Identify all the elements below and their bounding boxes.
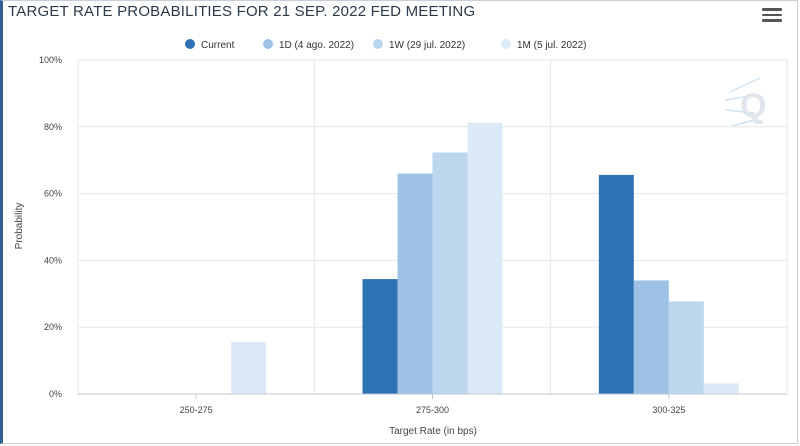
y-tick-label: 40% [44, 255, 62, 265]
bar-1w-275-300[interactable] [432, 152, 468, 394]
bar-1m-300-325[interactable] [703, 383, 739, 394]
legend-label[interactable]: Current [201, 40, 235, 51]
bar-1d-300-325[interactable] [633, 280, 669, 394]
y-axis: 0% 20% 40% 60% 80% 100% [39, 55, 62, 399]
x-tick-label: 250-275 [180, 405, 213, 415]
q-logo-icon: Q [724, 77, 766, 127]
y-tick-label: 20% [44, 322, 62, 332]
legend-marker[interactable] [373, 39, 383, 49]
legend-label[interactable]: 1D (4 ago. 2022) [279, 40, 354, 51]
legend-marker[interactable] [263, 39, 273, 49]
x-axis: 250-275 275-300 300-325 [78, 393, 787, 415]
bar-1m-275-300[interactable] [467, 122, 503, 395]
legend-label[interactable]: 1W (29 jul. 2022) [389, 40, 465, 51]
bar-1m-250-275[interactable] [231, 341, 267, 394]
y-tick-label: 0% [49, 389, 62, 399]
watermark-text: Q [740, 87, 766, 125]
y-tick-label: 60% [44, 189, 62, 199]
chart-title: TARGET RATE PROBABILITIES FOR 21 SEP. 20… [8, 3, 476, 20]
y-tick-label: 100% [39, 55, 62, 65]
legend: Current 1D (4 ago. 2022) 1W (29 jul. 2022)… [185, 39, 586, 51]
x-tick-label: 275-300 [416, 405, 449, 415]
legend-marker[interactable] [501, 39, 511, 49]
x-tick-label: 300-325 [652, 405, 685, 415]
legend-marker[interactable] [185, 39, 195, 49]
bars [231, 122, 739, 395]
bar-current-275-300[interactable] [362, 279, 398, 394]
bar-1d-275-300[interactable] [397, 173, 433, 394]
bar-current-300-325[interactable] [598, 174, 634, 394]
bar-1w-300-325[interactable] [668, 301, 704, 394]
hamburger-menu-icon[interactable] [762, 8, 782, 24]
x-axis-title: Target Rate (in bps) [389, 426, 477, 437]
legend-label[interactable]: 1M (5 jul. 2022) [517, 40, 586, 51]
y-tick-label: 80% [44, 122, 62, 132]
y-axis-title: Probability [14, 203, 25, 250]
